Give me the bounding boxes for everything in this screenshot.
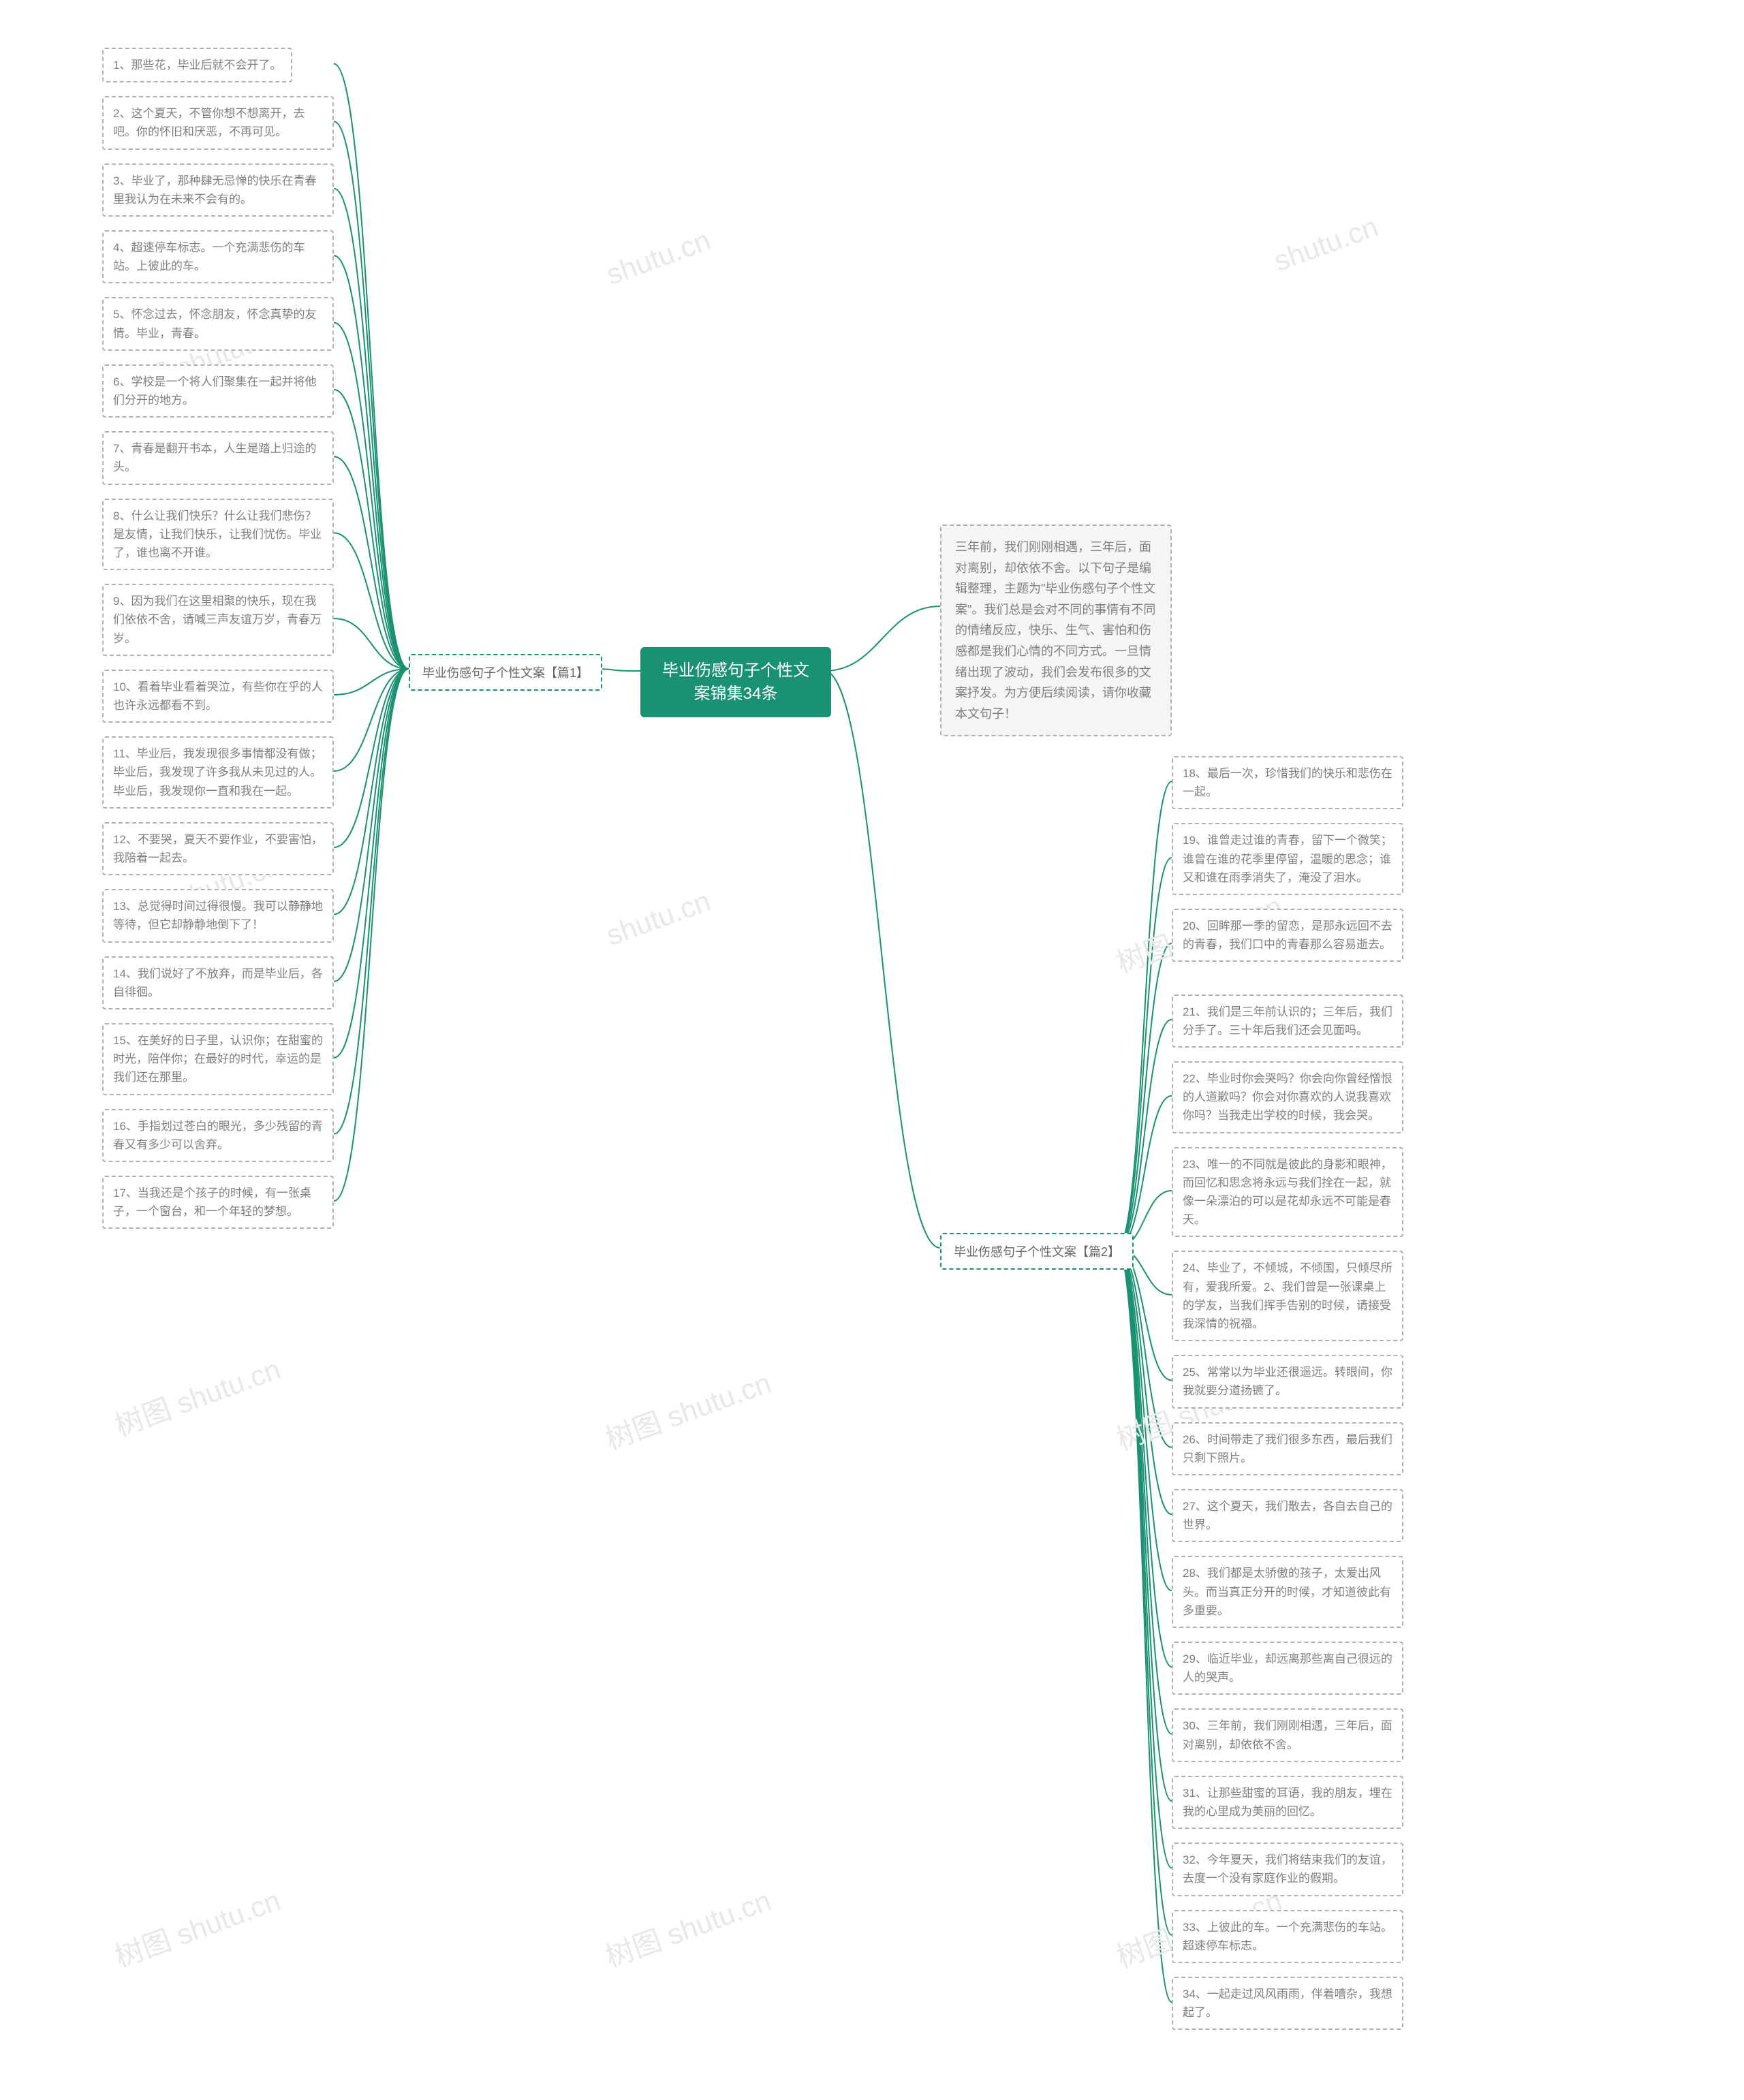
leaf-node: 14、我们说好了不放弃，而是毕业后，各自徘徊。 bbox=[102, 956, 334, 1009]
leaf-node: 13、总觉得时间过得很慢。我可以静静地等待，但它却静静地倒下了！ bbox=[102, 889, 334, 942]
leaf-node: 34、一起走过风风雨雨，伴着嘈杂，我想起了。 bbox=[1172, 1977, 1403, 2030]
leaf-node: 21、我们是三年前认识的；三年后，我们分手了。三十年后我们还会见面吗。 bbox=[1172, 994, 1403, 1048]
leaf-node: 6、学校是一个将人们聚集在一起并将他们分开的地方。 bbox=[102, 364, 334, 418]
center-title: 毕业伤感句子个性文案锦集34条 bbox=[662, 661, 809, 703]
leaf-node: 31、让那些甜蜜的耳语，我的朋友，埋在我的心里成为美丽的回忆。 bbox=[1172, 1776, 1403, 1829]
branch-right: 毕业伤感句子个性文案【篇2】 bbox=[940, 1233, 1134, 1270]
leaf-node: 29、临近毕业，却远离那些离自己很远的人的哭声。 bbox=[1172, 1642, 1403, 1695]
leaf-node: 27、这个夏天，我们散去，各自去自己的世界。 bbox=[1172, 1489, 1403, 1542]
center-node: 毕业伤感句子个性文案锦集34条 bbox=[640, 647, 831, 717]
mindmap-canvas: 树图 shutu.cn shutu.cn shutu.cn 树图 shutu.cn sh… bbox=[0, 0, 1744, 2100]
watermark: shutu.cn bbox=[602, 224, 715, 292]
leaf-node: 5、怀念过去，怀念朋友，怀念真挚的友情。毕业，青春。 bbox=[102, 297, 334, 350]
leaf-node: 32、今年夏天，我们将结束我们的友谊，去度一个没有家庭作业的假期。 bbox=[1172, 1843, 1403, 1896]
leaf-node: 2、这个夏天，不管你想不想离开，去吧。你的怀旧和厌恶，不再可见。 bbox=[102, 96, 334, 149]
leaf-node: 22、毕业时你会哭吗？你会向你曾经憎恨的人道歉吗？你会对你喜欢的人说我喜欢你吗？… bbox=[1172, 1061, 1403, 1133]
leaf-node: 30、三年前，我们刚刚相遇，三年后，面对离别，却依依不舍。 bbox=[1172, 1708, 1403, 1761]
leaf-node: 12、不要哭，夏天不要作业，不要害怕，我陪着一起去。 bbox=[102, 822, 334, 875]
leaf-node: 3、毕业了，那种肆无忌惮的快乐在青春里我认为在未来不会有的。 bbox=[102, 163, 334, 217]
watermark: 树图 shutu.cn bbox=[108, 1878, 285, 1976]
watermark: shutu.cn bbox=[1270, 210, 1383, 278]
leaf-node: 17、当我还是个孩子的时候，有一张桌子，一个窗台，和一个年轻的梦想。 bbox=[102, 1176, 334, 1229]
leaf-node: 10、看着毕业看着哭泣，有些你在乎的人也许永远都看不到。 bbox=[102, 670, 334, 723]
leaf-node: 1、那些花，毕业后就不会开了。 bbox=[102, 48, 292, 82]
leaf-node: 18、最后一次，珍惜我们的快乐和悲伤在一起。 bbox=[1172, 756, 1403, 809]
watermark: 树图 shutu.cn bbox=[599, 1360, 776, 1458]
watermark: 树图 shutu.cn bbox=[599, 1878, 776, 1976]
branch-left-label: 毕业伤感句子个性文案【篇1】 bbox=[422, 666, 589, 680]
leaf-node: 26、时间带走了我们很多东西，最后我们只剩下照片。 bbox=[1172, 1422, 1403, 1475]
leaf-node: 15、在美好的日子里，认识你；在甜蜜的时光，陪伴你；在最好的时代，幸运的是我们还… bbox=[102, 1023, 334, 1095]
leaf-node: 9、因为我们在这里相聚的快乐，现在我们依依不舍，请喊三声友谊万岁，青春万岁。 bbox=[102, 584, 334, 656]
leaf-node: 23、唯一的不同就是彼此的身影和眼神，而回忆和思念将永远与我们拴在一起，就像一朵… bbox=[1172, 1147, 1403, 1238]
watermark: shutu.cn bbox=[602, 885, 715, 952]
watermark: 树图 shutu.cn bbox=[108, 1347, 285, 1445]
leaf-node: 25、常常以为毕业还很遥远。转眼间，你我就要分道扬镳了。 bbox=[1172, 1355, 1403, 1408]
branch-right-label: 毕业伤感句子个性文案【篇2】 bbox=[954, 1245, 1120, 1259]
leaf-node: 33、上彼此的车。一个充满悲伤的车站。超速停车标志。 bbox=[1172, 1910, 1403, 1963]
intro-text: 三年前，我们刚刚相遇，三年后，面对离别，却依依不舍。以下句子是编辑整理，主题为"… bbox=[955, 540, 1155, 721]
branch-left: 毕业伤感句子个性文案【篇1】 bbox=[409, 654, 602, 691]
leaf-node: 28、我们都是太骄傲的孩子，太爱出风头。而当真正分开的时候，才知道彼此有多重要。 bbox=[1172, 1556, 1403, 1628]
leaf-node: 16、手指划过苍白的眼光，多少残留的青春又有多少可以舍弃。 bbox=[102, 1109, 334, 1162]
leaf-node: 19、谁曾走过谁的青春，留下一个微笑；谁曾在谁的花季里停留，温暖的思念；谁又和谁… bbox=[1172, 823, 1403, 895]
leaf-node: 11、毕业后，我发现很多事情都没有做；毕业后，我发现了许多我从未见过的人。毕业后… bbox=[102, 736, 334, 809]
intro-node: 三年前，我们刚刚相遇，三年后，面对离别，却依依不舍。以下句子是编辑整理，主题为"… bbox=[940, 524, 1172, 736]
leaf-node: 4、超速停车标志。一个充满悲伤的车站。上彼此的车。 bbox=[102, 230, 334, 283]
leaf-node: 7、青春是翻开书本，人生是踏上归途的头。 bbox=[102, 431, 334, 484]
leaf-node: 20、回眸那一季的留恋，是那永远回不去的青春，我们口中的青春那么容易逝去。 bbox=[1172, 909, 1403, 962]
leaf-node: 8、什么让我们快乐？什么让我们悲伤？是友情，让我们快乐，让我们忧伤。毕业了，谁也… bbox=[102, 499, 334, 571]
leaf-node: 24、毕业了，不倾城，不倾国，只倾尽所有，爱我所爱。2、我们曾是一张课桌上的学友… bbox=[1172, 1251, 1403, 1341]
